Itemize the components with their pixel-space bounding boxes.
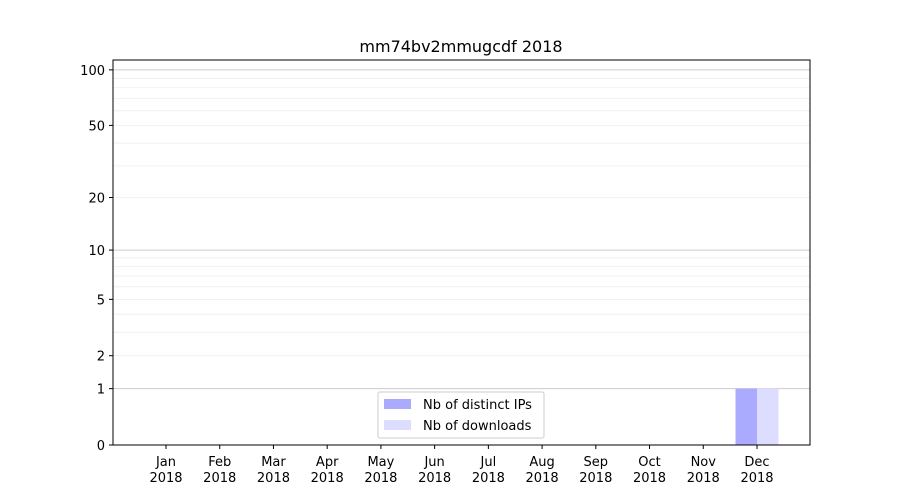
legend-swatch <box>384 399 411 409</box>
y-tick-label: 5 <box>97 293 105 308</box>
x-tick-label: Jun 2018 <box>418 455 451 486</box>
x-tick-label: Dec 2018 <box>740 455 773 486</box>
bar-downloads <box>757 388 779 445</box>
chart-title: mm74bv2mmugcdf 2018 <box>359 37 562 56</box>
bar-distinct-ips <box>735 388 757 445</box>
x-tick-label: Mar 2018 <box>257 455 290 486</box>
x-tick-label: Jan 2018 <box>149 455 182 486</box>
x-tick-label: Apr 2018 <box>311 455 344 486</box>
x-tick-label: Aug 2018 <box>526 455 559 486</box>
y-tick-label: 100 <box>80 64 105 79</box>
y-tick-label: 0 <box>97 439 105 454</box>
x-tick-label: Jul 2018 <box>472 455 505 486</box>
legend-swatch <box>384 420 411 430</box>
x-tick-label: Feb 2018 <box>203 455 236 486</box>
legend-label: Nb of distinct IPs <box>423 398 532 413</box>
y-tick-label: 2 <box>97 350 105 365</box>
legend: Nb of distinct IPs Nb of downloads <box>377 391 545 439</box>
legend-label: Nb of downloads <box>423 419 532 434</box>
plot-frame <box>112 59 811 446</box>
x-tick-label: Nov 2018 <box>687 455 720 486</box>
y-tick-label: 10 <box>88 244 105 259</box>
y-tick-label: 50 <box>88 119 105 134</box>
y-tick-label: 1 <box>97 383 105 398</box>
x-tick-label: Sep 2018 <box>579 455 612 486</box>
x-tick-label: May 2018 <box>364 455 397 486</box>
y-tick-label: 20 <box>88 192 105 207</box>
x-tick-label: Oct 2018 <box>633 455 666 486</box>
